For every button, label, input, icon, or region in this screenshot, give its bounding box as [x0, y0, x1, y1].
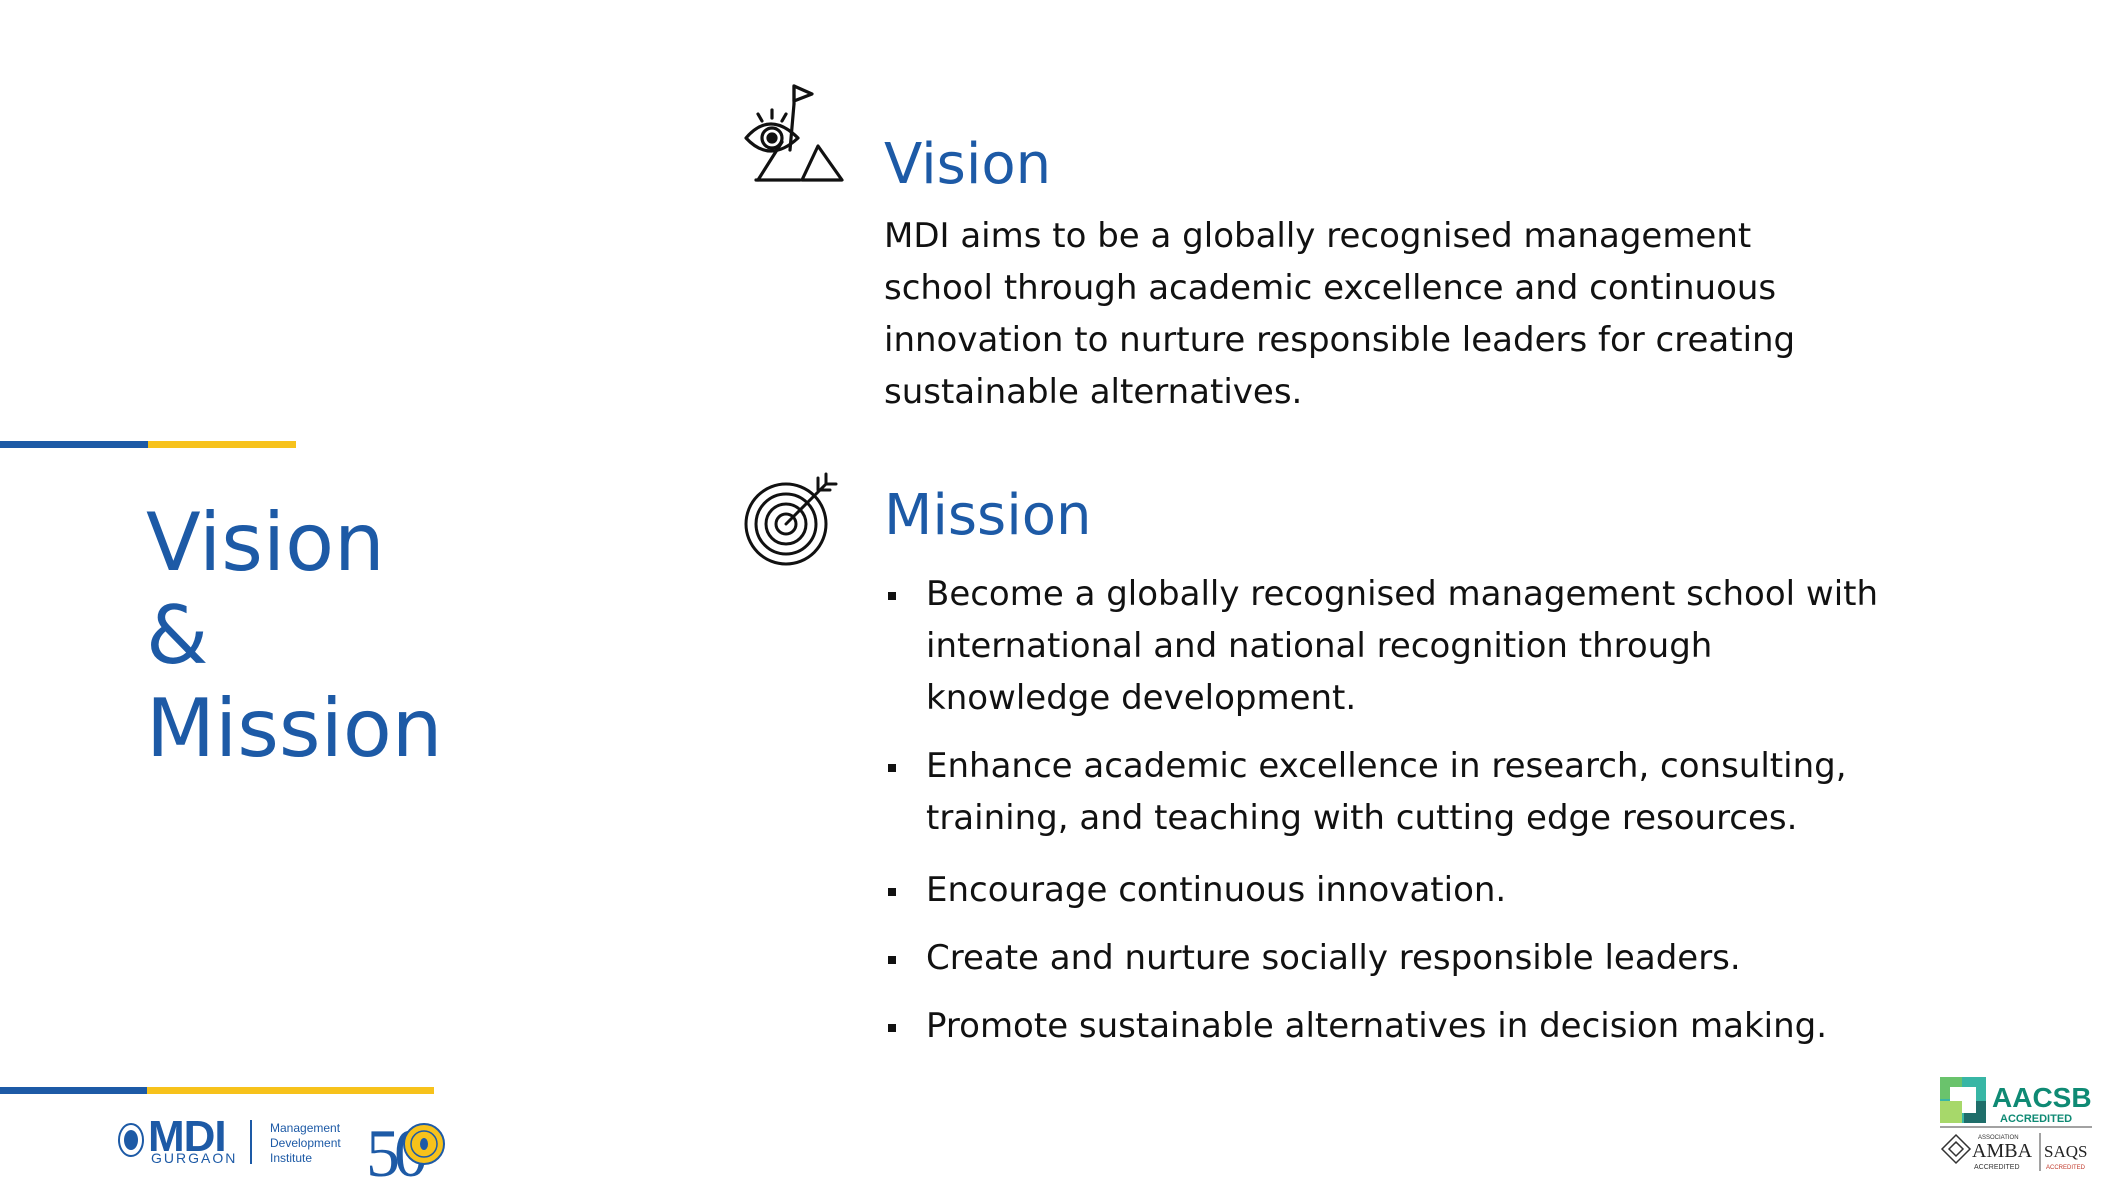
mdi-wordmark: MDI	[148, 1112, 227, 1161]
amba-prefix-label: ASSOCIATION	[1978, 1135, 2019, 1141]
mdi-full-name-line: Development	[270, 1136, 341, 1150]
mission-item: Encourage continuous innovation.	[884, 864, 1884, 916]
page-title-line-1: Vision	[146, 496, 385, 589]
page-title-line-2: &	[146, 589, 209, 682]
mission-item: Become a globally recognised management …	[884, 568, 1884, 724]
target-arrow-icon	[744, 472, 838, 566]
accent-bar-gold	[147, 1087, 434, 1094]
mdi-emblem-icon	[118, 1123, 144, 1157]
vision-statement: MDI aims to be a globally recognised man…	[884, 216, 1796, 412]
logo-divider	[250, 1120, 252, 1164]
mission-item: Promote sustainable alternatives in deci…	[884, 1000, 1884, 1052]
amba-label: AMBA	[1972, 1140, 2033, 1162]
bottom-accent-bar	[0, 1087, 434, 1094]
mission-list: Become a globally recognised management …	[884, 568, 1884, 1052]
accent-bar-gold	[148, 441, 296, 448]
accent-bar-blue	[0, 1087, 147, 1094]
accreditation-badges: AACSB ACCREDITED ASSOCIATION AMBA ACCRED…	[1940, 1077, 2092, 1171]
mdi-full-name: Management Development Institute	[270, 1121, 341, 1166]
amba-diamond-icon	[1940, 1133, 1972, 1165]
anniversary-50-logo: 50	[366, 1115, 445, 1186]
saqs-label: SAQS	[2044, 1142, 2087, 1161]
mdi-full-name-line: Institute	[270, 1151, 313, 1165]
top-accent-bar	[0, 441, 296, 448]
page-title: Vision & Mission	[146, 496, 442, 775]
page-title-line-3: Mission	[146, 682, 443, 775]
mdi-full-name-line: Management	[270, 1121, 341, 1135]
mission-item: Enhance academic excellence in research,…	[884, 740, 1884, 844]
mission-item: Create and nurture socially responsible …	[884, 932, 1884, 984]
aacsb-logo-icon	[1940, 1077, 1986, 1123]
mission-heading: Mission	[884, 483, 1092, 548]
mdi-city: GURGAON	[151, 1150, 238, 1166]
eye-mountain-flag-icon	[744, 84, 844, 182]
saqs-accredited-label: ACCREDITED	[2046, 1165, 2086, 1171]
mdi-logo: MDI GURGAON Management Development Insti…	[118, 1112, 448, 1186]
amba-accredited-label: ACCREDITED	[1974, 1164, 2020, 1171]
aacsb-accredited-label: ACCREDITED	[2000, 1113, 2072, 1125]
aacsb-label: AACSB	[1992, 1082, 2092, 1113]
vision-heading: Vision	[884, 132, 1052, 197]
accent-bar-blue	[0, 441, 148, 448]
